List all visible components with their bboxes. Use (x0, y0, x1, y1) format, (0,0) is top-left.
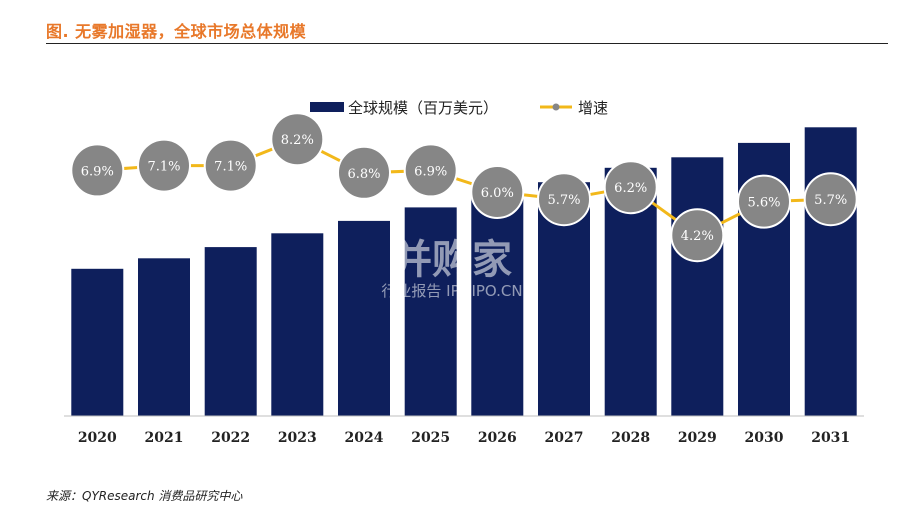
growth-label-2020: 6.9% (81, 164, 114, 179)
chart-legend: 全球规模（百万美元） 增速 (310, 99, 608, 117)
legend-label-bar: 全球规模（百万美元） (348, 99, 498, 117)
growth-marker-2026 (470, 165, 525, 219)
source-note: 来源：QYResearch 消费品研究中心 (46, 489, 243, 503)
growth-marker-2023 (270, 112, 325, 167)
bar-2025 (404, 207, 457, 416)
growth-marker-2031 (803, 172, 858, 227)
bar-series (71, 127, 857, 417)
x-tick-label-2026: 2026 (478, 430, 517, 446)
growth-marker-2027 (537, 172, 591, 227)
bar-2026 (471, 194, 524, 416)
x-tick-label-2031: 2031 (811, 430, 850, 446)
growth-label-2027: 5.7% (547, 193, 580, 208)
legend-swatch-marker (552, 103, 560, 111)
legend-label-line: 增速 (578, 99, 608, 117)
x-tick-label-2029: 2029 (678, 430, 717, 446)
watermark-brand: 并购家 (392, 237, 512, 283)
growth-label-2022: 7.1% (214, 160, 247, 175)
title-divider (46, 43, 888, 44)
bar-2023 (271, 233, 324, 416)
growth-label-2023: 8.2% (281, 133, 314, 148)
growth-marker-2024 (337, 145, 391, 200)
growth-line-series: 6.9% 7.1% 7.1% 8.2% 6.8% 6.9% 6.0% 5.7% 6.2% 4.2%… (70, 112, 858, 263)
legend-swatch-bar (310, 102, 344, 112)
x-tick-label-2023: 2023 (278, 430, 317, 446)
growth-label-2028: 6.2% (614, 181, 647, 196)
x-tick-label-2025: 2025 (411, 430, 450, 446)
figure-title: 图. 无雾加湿器，全球市场总体规模 (46, 22, 307, 41)
growth-label-2031: 5.7% (814, 193, 847, 208)
growth-label-2030: 5.6% (747, 196, 780, 211)
bar-2020 (71, 268, 124, 416)
x-tick-label-2024: 2024 (345, 430, 384, 446)
growth-marker-2029 (670, 208, 725, 263)
growth-label-2021: 7.1% (147, 160, 180, 175)
growth-marker-2025 (403, 143, 458, 198)
x-tick-label-2027: 2027 (545, 430, 584, 446)
x-tick-labels: 2020 2021 2022 2023 2024 2025 2026 2027 2028 2029… (78, 430, 850, 446)
watermark-tagline: 行业报告 IPOIPO.CN (381, 282, 522, 300)
bar-2031 (804, 127, 857, 417)
growth-label-2025: 6.9% (414, 164, 447, 179)
growth-marker-2020 (70, 143, 125, 198)
growth-marker-2030 (737, 174, 791, 229)
watermark: 并购家 行业报告 IPOIPO.CN (381, 237, 522, 300)
growth-label-2024: 6.8% (347, 167, 380, 182)
x-tick-label-2022: 2022 (211, 430, 250, 446)
growth-label-2029: 4.2% (681, 229, 714, 244)
bar-2029 (671, 157, 724, 417)
bar-2022 (204, 247, 257, 416)
x-tick-label-2020: 2020 (78, 430, 117, 446)
bar-2024 (338, 220, 390, 416)
x-tick-label-2028: 2028 (611, 430, 650, 446)
bar-2021 (138, 258, 190, 416)
growth-marker-2022 (203, 138, 258, 193)
growth-label-2026: 6.0% (481, 186, 514, 201)
growth-marker-2021 (137, 138, 191, 193)
x-tick-label-2021: 2021 (145, 430, 184, 446)
growth-marker-2028 (603, 160, 658, 215)
x-tick-label-2030: 2030 (745, 430, 784, 446)
